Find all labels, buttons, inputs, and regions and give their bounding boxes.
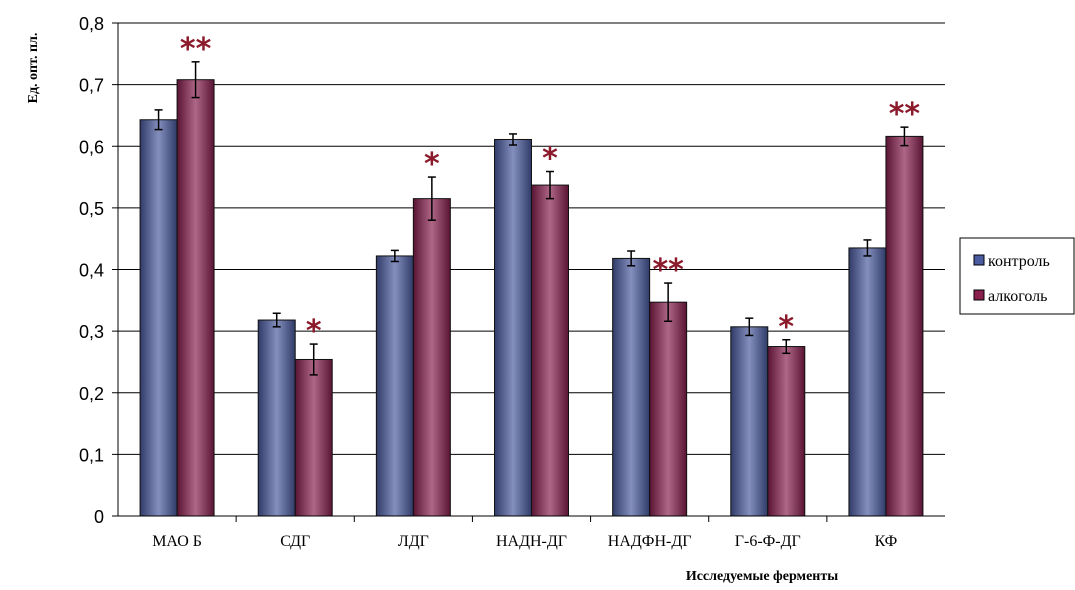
bar-control — [612, 257, 651, 517]
bar-alcohol — [531, 184, 569, 517]
y-tick-label: 0,6 — [79, 137, 104, 157]
bar-control — [375, 255, 414, 517]
bar-alcohol — [412, 198, 451, 517]
y-axis-title: Ед. опт. пл. — [26, 33, 41, 104]
legend-box — [959, 237, 1075, 315]
x-tick-label: КФ — [875, 533, 898, 550]
x-tick-label: СДГ — [280, 533, 310, 550]
x-axis-title: Исследуемые ферменты — [686, 569, 838, 584]
bar-control — [494, 138, 532, 517]
bar-control — [257, 319, 296, 517]
legend-swatch-control — [973, 254, 985, 266]
y-tick-label: 0,1 — [79, 445, 104, 465]
y-tick-label: 0,2 — [79, 384, 104, 404]
bar-alcohol — [767, 346, 806, 517]
y-tick-label: 0,8 — [79, 14, 104, 34]
bar-alcohol — [176, 79, 215, 517]
significance-marker: * — [778, 310, 794, 345]
y-tick-label: 0,3 — [79, 322, 104, 342]
x-tick-label: НАДФН-ДГ — [608, 533, 692, 550]
x-tick-label: ЛДГ — [398, 533, 429, 550]
x-tick-label: НАДН-ДГ — [496, 533, 567, 550]
legend-label-alcohol: алкоголь — [988, 288, 1047, 305]
legend: контроль алкоголь — [959, 237, 1075, 315]
bar-control — [139, 119, 178, 517]
legend-label-control: контроль — [988, 253, 1050, 270]
y-tick-label: 0 — [94, 507, 104, 527]
significance-marker: * — [424, 147, 440, 182]
significance-marker: ** — [652, 253, 684, 288]
bars: **** ****** — [139, 32, 924, 517]
significance-marker: ** — [889, 97, 921, 132]
bar-alcohol — [294, 358, 333, 517]
legend-swatch-alcohol — [973, 289, 985, 301]
y-tick-label: 0,7 — [79, 76, 104, 96]
bar-alcohol — [885, 135, 924, 517]
tick-labels: 0 0,1 0,2 0,3 0,4 0,5 0,6 0,7 0,8 МАО Б СДГ ЛДГ НАДН… — [79, 14, 897, 550]
y-tick-label: 0,5 — [79, 199, 104, 219]
significance-marker: * — [306, 314, 322, 349]
significance-marker: * — [542, 142, 558, 177]
bar-control — [730, 326, 769, 517]
significance-marker: ** — [180, 32, 212, 67]
bar-alcohol — [649, 301, 688, 517]
bar-control — [848, 247, 887, 517]
x-tick-label: МАО Б — [152, 533, 202, 550]
axes — [117, 23, 945, 517]
x-tick-label: Г-6-Ф-ДГ — [735, 533, 801, 550]
y-tick-label: 0,4 — [79, 261, 104, 281]
